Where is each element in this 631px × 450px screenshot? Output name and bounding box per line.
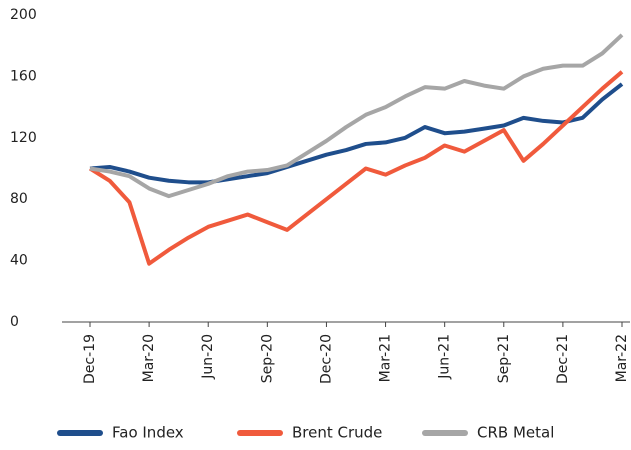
y-tick-label: 0 bbox=[10, 314, 19, 330]
x-tick-label: Sep-21 bbox=[496, 334, 512, 383]
x-tick-label: Dec-19 bbox=[82, 334, 98, 384]
x-tick-label: Mar-21 bbox=[378, 334, 394, 382]
x-tick-label: Sep-20 bbox=[259, 334, 275, 383]
x-tick-label: Dec-21 bbox=[555, 334, 571, 384]
series-line bbox=[89, 82, 624, 185]
x-tick-label: Dec-20 bbox=[318, 334, 334, 384]
x-tick-label: Jun-21 bbox=[437, 334, 453, 380]
legend-label: Fao Index bbox=[112, 424, 184, 442]
x-tick-label: Jun-20 bbox=[200, 334, 216, 380]
series-line bbox=[89, 33, 624, 199]
y-tick-label: 160 bbox=[10, 68, 37, 84]
legend-label: CRB Metal bbox=[477, 424, 554, 442]
x-tick-label: Mar-20 bbox=[141, 334, 157, 382]
y-tick-label: 120 bbox=[10, 130, 37, 146]
legend-label: Brent Crude bbox=[292, 424, 382, 442]
y-tick-label: 200 bbox=[10, 7, 37, 23]
y-tick-label: 40 bbox=[10, 253, 28, 269]
x-tick-label: Mar-22 bbox=[614, 334, 630, 382]
series-line bbox=[88, 70, 624, 266]
y-tick-label: 80 bbox=[10, 191, 28, 207]
